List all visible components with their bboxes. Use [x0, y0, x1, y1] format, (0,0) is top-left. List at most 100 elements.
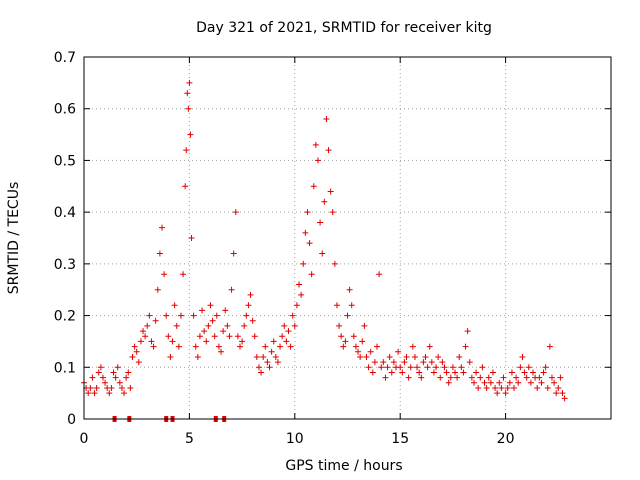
data-point [492, 384, 499, 391]
x-tick-label: 0 [80, 431, 89, 447]
data-point [224, 322, 231, 329]
data-point [371, 359, 378, 366]
data-point [302, 229, 309, 236]
data-point [125, 369, 132, 376]
data-point [182, 183, 189, 190]
data-point [91, 390, 98, 397]
data-point [544, 384, 551, 391]
data-point [382, 374, 389, 381]
data-point [222, 307, 229, 314]
data-point [312, 141, 319, 148]
data-point [365, 364, 372, 371]
data-point [232, 209, 239, 216]
data-point [321, 198, 328, 205]
data-point [266, 364, 273, 371]
data-point [327, 188, 334, 195]
data-point [409, 343, 416, 350]
data-point [158, 224, 165, 231]
data-point [226, 333, 233, 340]
data-point [323, 116, 330, 123]
data-point [236, 343, 243, 350]
data-point [466, 359, 473, 366]
data-point [515, 379, 522, 386]
data-point [93, 384, 100, 391]
data-point [87, 384, 94, 391]
data-point [310, 183, 317, 190]
data-point [424, 364, 431, 371]
data-point [498, 384, 505, 391]
data-point [348, 302, 355, 309]
data-point [199, 307, 206, 314]
data-point [279, 333, 286, 340]
data-point [477, 374, 484, 381]
data-point [483, 384, 490, 391]
data-point [135, 359, 142, 366]
data-point [131, 343, 138, 350]
data-point [355, 348, 362, 355]
data-point [287, 343, 294, 350]
data-point [485, 374, 492, 381]
data-point [319, 250, 326, 257]
data-point [475, 384, 482, 391]
data-point [411, 353, 418, 360]
data-point [500, 374, 507, 381]
data-point [418, 374, 425, 381]
data-point [487, 379, 494, 386]
x-tick-label: 5 [185, 431, 194, 447]
data-point [333, 302, 340, 309]
data-point [388, 369, 395, 376]
data-point [118, 384, 125, 391]
data-point [433, 364, 440, 371]
grid [84, 57, 611, 419]
y-tick-label: 0.7 [54, 50, 76, 66]
chart-title: Day 321 of 2021, SRMTID for receiver kit… [196, 20, 492, 36]
data-point [102, 379, 109, 386]
data-point [422, 353, 429, 360]
data-point [304, 209, 311, 216]
data-point [530, 369, 537, 376]
data-point [190, 312, 197, 319]
data-point [447, 374, 454, 381]
data-point [359, 338, 366, 345]
axis-ticks [83, 56, 611, 420]
data-point [340, 343, 347, 350]
data-point [281, 322, 288, 329]
x-tick-label: 15 [391, 431, 409, 447]
data-point [420, 359, 427, 366]
data-point [241, 322, 248, 329]
data-point [517, 364, 524, 371]
data-point [363, 353, 370, 360]
data-point [148, 338, 155, 345]
data-point [546, 343, 553, 350]
data-point [142, 333, 149, 340]
y-axis-label: SRMTID / TECUs [6, 182, 22, 295]
data-point [314, 157, 321, 164]
data-point [161, 271, 168, 278]
data-point [110, 369, 117, 376]
data-point [439, 359, 446, 366]
data-point [140, 328, 147, 335]
data-point [494, 390, 501, 397]
data-point [350, 333, 357, 340]
data-point [264, 359, 271, 366]
data-point [346, 286, 353, 293]
data-point [137, 338, 144, 345]
x-tick-label: 10 [286, 431, 304, 447]
data-point [127, 384, 134, 391]
data-point [325, 147, 332, 154]
data-point [146, 312, 153, 319]
data-point [133, 348, 140, 355]
data-point [376, 271, 383, 278]
data-point [386, 353, 393, 360]
data-point [496, 379, 503, 386]
data-point [443, 369, 450, 376]
data-point [272, 353, 279, 360]
data-point [173, 322, 180, 329]
data-point [527, 379, 534, 386]
data-point [342, 338, 349, 345]
data-point [239, 338, 246, 345]
data-point [207, 302, 214, 309]
data-point [504, 384, 511, 391]
data-point [435, 353, 442, 360]
